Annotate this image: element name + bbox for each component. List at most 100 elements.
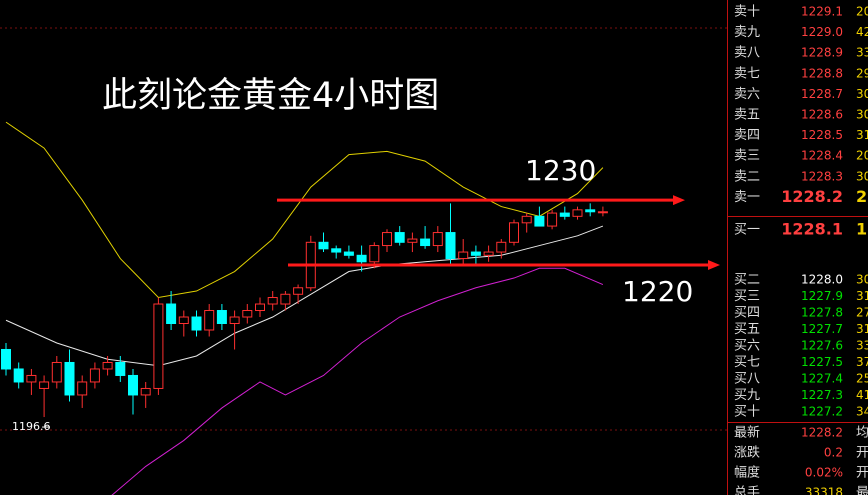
candle-body	[1, 348, 11, 370]
candle-body	[496, 241, 507, 253]
indicator-line	[111, 267, 604, 495]
book-price: 1227.4	[801, 372, 843, 386]
book-volume: 31	[856, 289, 868, 303]
book-volume: 31	[856, 128, 868, 142]
candle-body	[420, 238, 431, 247]
book-price: 1228.6	[801, 108, 843, 122]
book-price: 1228.2	[781, 187, 843, 206]
stat-extra: 开	[856, 446, 868, 461]
candle-body	[547, 212, 558, 227]
candle-body	[166, 303, 177, 325]
book-label: 卖十	[734, 5, 760, 20]
book-price: 1227.2	[801, 405, 843, 419]
candle-body	[356, 254, 367, 263]
book-volume: 31	[856, 322, 868, 336]
book-price: 1227.9	[801, 289, 843, 303]
level-label: 1220	[622, 275, 693, 308]
stat-extra: 开	[856, 466, 868, 481]
candle-body	[77, 381, 88, 396]
candle-body	[191, 316, 202, 331]
book-volume: 30	[856, 273, 868, 287]
book-label: 买一	[734, 223, 760, 238]
candle-body	[369, 245, 380, 263]
candle-body	[470, 251, 481, 256]
stat-label: 涨跌	[734, 445, 760, 461]
arrow-head	[708, 260, 720, 271]
indicator-line	[5, 121, 604, 299]
candle-body	[178, 316, 189, 325]
book-price: 1228.0	[801, 273, 843, 287]
book-price: 1227.7	[801, 322, 843, 336]
candle-body	[432, 232, 443, 247]
stat-value: 0.02%	[805, 466, 843, 480]
book-price: 1228.4	[801, 149, 843, 163]
stat-extra: 最	[856, 486, 868, 495]
book-label: 买九	[734, 388, 760, 403]
book-label: 卖五	[734, 108, 760, 123]
book-label: 买六	[734, 339, 760, 354]
arrow-head	[673, 195, 685, 206]
low-label: 1196.6	[12, 420, 51, 433]
book-label: 卖八	[734, 46, 760, 61]
book-label: 卖七	[734, 66, 760, 81]
stat-value: 1228.2	[801, 426, 843, 440]
stat-label: 总手	[734, 486, 760, 495]
book-label: 卖六	[734, 87, 760, 102]
candle-body	[331, 248, 342, 253]
candle-body	[521, 215, 532, 224]
candle-body	[140, 387, 151, 396]
candle-body	[267, 297, 278, 305]
book-label: 卖一	[734, 190, 760, 205]
candle-body	[483, 251, 494, 256]
book-volume: 27	[856, 306, 868, 320]
book-label: 买三	[734, 289, 760, 304]
book-volume: 33	[856, 46, 868, 60]
candle-body	[229, 316, 240, 325]
book-label: 买十	[734, 405, 760, 420]
book-volume: 34	[856, 405, 868, 419]
chart-title: 此刻论金黄金4小时图	[102, 76, 439, 116]
candle-body	[597, 211, 608, 214]
book-price: 1227.6	[801, 339, 843, 353]
book-volume: 33	[856, 339, 868, 353]
level-label: 1230	[525, 154, 596, 187]
book-label: 卖九	[734, 25, 760, 40]
candle-body	[280, 293, 291, 305]
book-price: 1228.5	[801, 128, 843, 142]
candle-body	[51, 361, 62, 383]
candle-body	[153, 303, 164, 389]
stat-value: 33318	[805, 486, 843, 495]
book-label: 卖三	[734, 149, 760, 164]
candle-body	[445, 232, 456, 260]
book-price: 1228.7	[801, 87, 843, 101]
candle-body	[115, 361, 126, 376]
book-volume: 20	[856, 149, 868, 163]
candle-body	[13, 368, 24, 383]
book-volume: 37	[856, 355, 868, 369]
book-label: 卖四	[734, 128, 760, 143]
book-label: 买五	[734, 322, 760, 337]
candle-body	[343, 251, 354, 256]
candle-body	[242, 310, 253, 318]
book-label: 卖二	[734, 169, 760, 184]
stat-label: 幅度	[734, 465, 760, 481]
book-volume: 1	[856, 220, 867, 239]
book-label: 买七	[734, 355, 760, 370]
book-volume: 29	[856, 66, 868, 80]
candle-body	[572, 209, 583, 217]
candle-body	[293, 287, 304, 295]
candle-body	[128, 374, 138, 396]
book-price: 1228.9	[801, 46, 843, 60]
book-volume: 30	[856, 108, 868, 122]
candle-body	[64, 361, 75, 396]
stat-extra: 均	[856, 426, 868, 441]
stat-value: 0.2	[824, 446, 843, 460]
book-label: 买二	[734, 273, 760, 288]
book-label: 买四	[734, 306, 760, 321]
book-price: 1229.1	[801, 5, 843, 19]
stat-label: 最新	[734, 425, 760, 441]
book-price: 1227.5	[801, 355, 843, 369]
